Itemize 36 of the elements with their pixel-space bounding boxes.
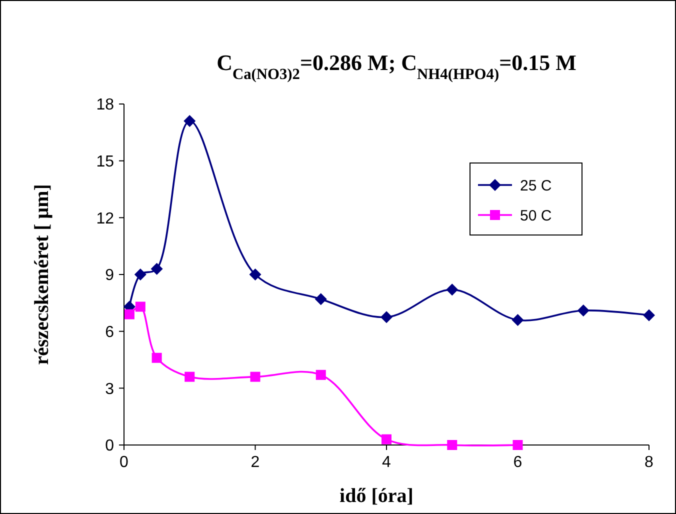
point (134, 268, 146, 280)
point (184, 115, 196, 128)
y-tick-label: 9 (105, 267, 114, 284)
y-tick-label: 18 (96, 96, 114, 114)
point (135, 302, 146, 312)
x-tick-label: 4 (382, 454, 392, 471)
y-tick-label: 6 (105, 324, 114, 341)
x-tick-label: 0 (120, 454, 129, 471)
point (314, 293, 327, 306)
point (446, 284, 458, 296)
point (250, 372, 260, 382)
y-tick-label: 0 (105, 438, 114, 455)
legend-label: 50 C (520, 207, 552, 224)
x-tick-label: 6 (513, 454, 522, 471)
point (577, 304, 590, 316)
point (184, 372, 195, 382)
y-tick-label: 15 (96, 153, 114, 170)
point (124, 309, 134, 320)
x-axis-title: idő [óra] (340, 485, 414, 507)
point (380, 311, 392, 324)
y-tick-label: 3 (105, 380, 114, 398)
point (447, 440, 458, 450)
point (512, 314, 524, 326)
point (150, 262, 163, 275)
point (152, 352, 162, 363)
chart-title: C$_{Ca(NO3)2}$=0.286 M; C$_{NH4(HPO4)}$=0.15 M (216, 50, 577, 82)
x-tick-label: 2 (250, 454, 260, 471)
point (643, 309, 655, 322)
point (382, 434, 392, 444)
x-tick-label: 8 (644, 454, 654, 471)
point (249, 268, 262, 280)
legend-label: 25 C (520, 177, 552, 194)
point (512, 440, 523, 450)
y-tick-label: 12 (96, 210, 114, 228)
point (316, 370, 326, 380)
y-axis-title: részecskeméret [ μm] (31, 184, 53, 365)
